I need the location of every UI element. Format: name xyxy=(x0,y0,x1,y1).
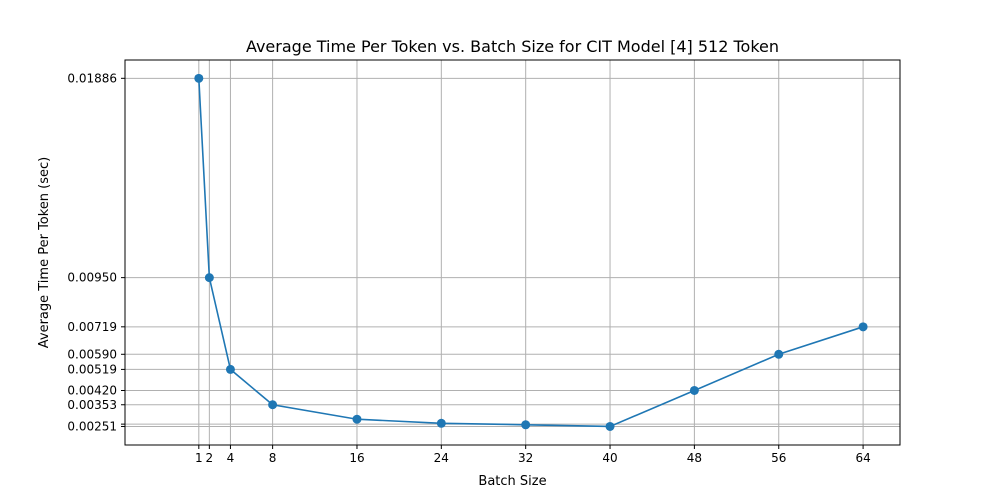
x-tick-label: 24 xyxy=(434,451,449,465)
data-point xyxy=(225,364,235,374)
data-point xyxy=(774,349,784,359)
y-tick-label: 0.00420 xyxy=(67,383,117,397)
x-tick-label: 48 xyxy=(687,451,702,465)
data-point xyxy=(858,322,868,332)
y-axis-title: Average Time Per Token (sec) xyxy=(37,157,52,349)
y-tick-label: 0.00590 xyxy=(67,347,117,361)
y-tick-label: 0.00950 xyxy=(67,271,117,285)
data-point xyxy=(605,421,615,431)
x-axis-ticks: 1 2 4 8 16 24 32 40 48 56 64 xyxy=(195,445,871,465)
x-axis-title: Batch Size xyxy=(478,474,546,489)
data-point xyxy=(436,418,446,428)
plot-frame xyxy=(124,59,901,446)
data-point xyxy=(204,273,214,283)
x-tick-label: 32 xyxy=(518,451,533,465)
x-tick-label: 1 xyxy=(195,451,203,465)
data-points xyxy=(194,73,868,431)
data-point xyxy=(352,414,362,424)
data-point xyxy=(194,73,204,83)
data-point xyxy=(521,420,531,430)
x-tick-label: 16 xyxy=(349,451,364,465)
y-tick-label: 0.00519 xyxy=(67,362,117,376)
x-tick-label: 8 xyxy=(269,451,277,465)
y-tick-label: 0.00251 xyxy=(67,419,117,433)
x-tick-label: 56 xyxy=(771,451,786,465)
data-point xyxy=(689,385,699,395)
y-tick-label: 0.01886 xyxy=(67,71,117,85)
x-tick-label: 64 xyxy=(855,451,870,465)
data-point xyxy=(268,400,278,410)
chart-title: Average Time Per Token vs. Batch Size fo… xyxy=(246,37,779,56)
y-tick-label: 0.00719 xyxy=(67,320,117,334)
x-tick-label: 2 xyxy=(206,451,214,465)
x-tick-label: 40 xyxy=(602,451,617,465)
grid xyxy=(125,60,900,445)
x-tick-label: 4 xyxy=(227,451,235,465)
y-tick-label: 0.00353 xyxy=(67,398,117,412)
